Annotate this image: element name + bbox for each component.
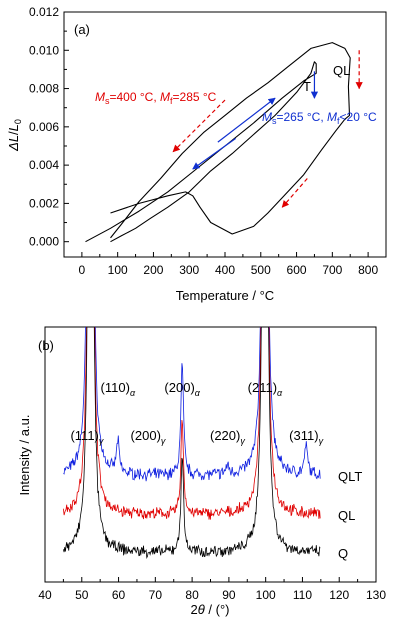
ql-ms-value: =400 °C, (110, 90, 161, 104)
peak-label: (200)α (164, 380, 200, 398)
peak-label: (220)γ (210, 428, 245, 446)
t-transformation-temps: Ms=265 °C, Mf<20 °C (262, 110, 377, 126)
ql-direction-arrow (281, 178, 308, 208)
panel-b: (b) 40 50 60 70 80 90 100 110 120 130 2θ / (°) In… (17, 326, 386, 617)
ql-transformation-temps: Ms=400 °C, Mf=285 °C (95, 90, 217, 106)
ql-direction-arrow (172, 99, 226, 153)
t-direction-arrow (192, 137, 237, 170)
peak-label: (110)α (101, 380, 136, 398)
peak-label: (200)γ (131, 428, 166, 446)
pattern-line-qlt (63, 327, 321, 482)
panel-b-y-axis-title: Intensity / a.u. (17, 415, 32, 496)
y-axis-title-text: ΔL/L0 (6, 119, 23, 152)
y-tick-label: 0.012 (29, 5, 59, 19)
series-label-qlt: QLT (338, 469, 362, 484)
x-tick-label: 100 (108, 263, 128, 277)
panel-a-y-axis-title: ΔL/L0 (6, 119, 23, 152)
panel-a-arrows (172, 50, 363, 208)
x-tick-label: 100 (256, 588, 276, 602)
x-tick-label: 500 (251, 263, 271, 277)
x-tick-label: 300 (179, 263, 199, 277)
x-tick-label: 120 (329, 588, 349, 602)
t-ms-value: =265 °C, (277, 110, 328, 124)
panel-a-y-ticks: 0.000 0.002 0.004 0.006 0.008 0.010 0.012 (29, 5, 69, 249)
x-tick-label: 40 (38, 588, 52, 602)
panel-a-x-axis-title: Temperature / °C (176, 288, 274, 303)
y-tick-label: 0.006 (29, 120, 59, 134)
series-label-q: Q (338, 546, 348, 561)
x-tick-label: 700 (322, 263, 342, 277)
x-tick-label: 110 (293, 588, 312, 602)
y-tick-label: 0.010 (29, 43, 59, 57)
series-line-ql (110, 42, 351, 239)
y-tick-label: 0.004 (29, 158, 59, 172)
peak-label: (211)α (248, 380, 283, 398)
panel-a-x-ticks: 0 100 200 300 400 500 600 700 800 (79, 252, 378, 277)
peak-label: (111)γ (70, 428, 103, 446)
x-tick-label: 130 (366, 588, 386, 602)
panel-b-label: (b) (38, 338, 54, 353)
panel-b-patterns (63, 327, 321, 559)
x-tick-label: 800 (358, 263, 378, 277)
panel-b-x-axis-title: 2θ / (°) (191, 602, 230, 617)
panel-a: (a) 0 100 200 300 400 500 600 700 800 0.000 0.002… (6, 5, 387, 303)
y-tick-label: 0.008 (29, 82, 59, 96)
x-tick-label: 400 (215, 263, 235, 277)
t-mf-value: <20 °C (340, 110, 377, 124)
pattern-line-q (63, 327, 321, 559)
series-label-ql: QL (338, 508, 355, 523)
panel-b-series-labels: QLT QL Q (338, 469, 362, 561)
series-line-t (85, 61, 317, 243)
y-tick-label: 0.000 (29, 235, 59, 249)
x-axis-title-text: 2θ / (°) (191, 602, 230, 617)
x-tick-label: 60 (112, 588, 126, 602)
x-tick-label: 70 (149, 588, 163, 602)
ql-mf-value: =285 °C (173, 90, 217, 104)
t-curve-label: T (303, 79, 311, 94)
panel-a-curves (85, 42, 351, 243)
t-direction-arrow (217, 97, 276, 143)
panel-b-peak-labels: (111)γ (110)α (200)γ (200)α (220)γ (211)α (311… (70, 380, 323, 446)
ql-curve-label: QL (333, 63, 350, 78)
x-tick-label: 600 (287, 263, 307, 277)
x-tick-label: 0 (79, 263, 86, 277)
y-tick-label: 0.002 (29, 196, 59, 210)
x-tick-label: 80 (185, 588, 199, 602)
panel-b-x-ticks: 40 50 60 70 80 90 100 110 120 130 (38, 577, 386, 602)
x-tick-label: 90 (222, 588, 236, 602)
x-tick-label: 200 (143, 263, 163, 277)
peak-label: (311)γ (289, 428, 323, 446)
x-tick-label: 50 (75, 588, 89, 602)
pattern-line-ql (63, 327, 321, 520)
panel-a-label: (a) (74, 22, 90, 37)
panel-a-plot-frame (63, 11, 387, 258)
